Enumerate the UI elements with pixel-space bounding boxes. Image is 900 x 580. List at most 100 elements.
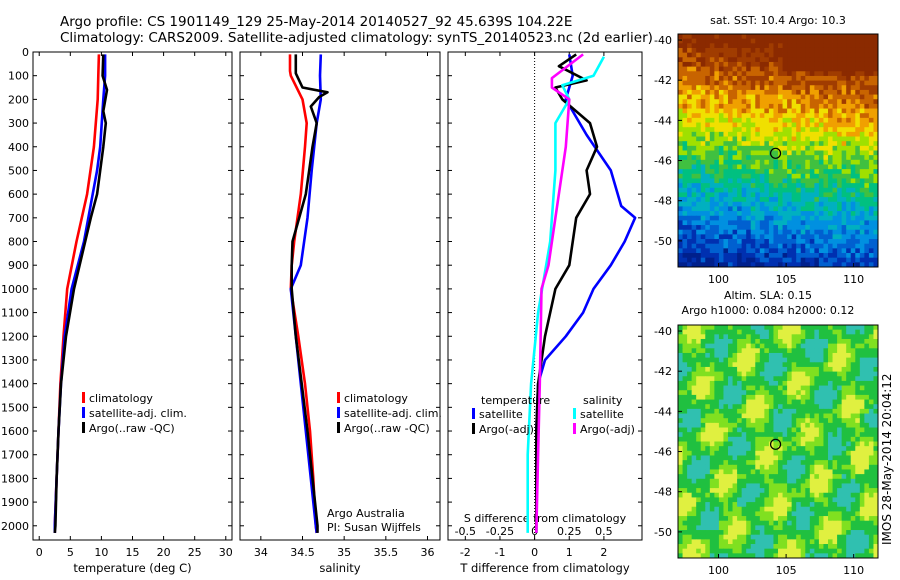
map-cell	[778, 511, 783, 517]
map-cell	[682, 61, 688, 68]
map-cell	[737, 52, 743, 58]
map-cell	[787, 544, 793, 550]
map-cell	[682, 201, 688, 207]
map-cell	[796, 455, 802, 461]
map-cell	[868, 469, 874, 475]
map-cell	[846, 478, 852, 484]
map-cell	[873, 211, 879, 217]
map-cell	[709, 544, 715, 550]
map-cell	[841, 211, 847, 217]
x-tick-label: 15	[126, 546, 140, 559]
map-cell	[778, 413, 783, 419]
map-cell	[818, 376, 824, 382]
map-cell	[850, 257, 856, 263]
map-cell	[741, 483, 747, 489]
map-cell	[837, 427, 843, 433]
map-cell	[737, 38, 743, 44]
map-cell	[787, 71, 793, 77]
map-cell	[759, 206, 765, 212]
map-cell	[832, 548, 838, 554]
map-cell	[755, 47, 761, 54]
map-cell	[682, 52, 688, 58]
map-cell	[746, 47, 752, 54]
map-cell	[764, 136, 770, 142]
map-cell	[678, 173, 683, 179]
map-cell	[782, 399, 788, 405]
map-cell	[782, 497, 788, 503]
map-cell	[691, 450, 697, 456]
map-cell	[846, 334, 852, 340]
map-cell	[864, 404, 870, 410]
map-cell	[796, 117, 802, 123]
map-cell	[850, 399, 856, 405]
map-cell	[705, 159, 711, 165]
map-cell	[700, 66, 706, 72]
map-cell	[764, 187, 770, 193]
map-cell	[737, 441, 743, 447]
map-cell	[805, 469, 811, 475]
map-cell	[859, 183, 865, 189]
map-cell	[823, 71, 829, 77]
map-cell	[796, 441, 802, 447]
map-cell	[850, 71, 856, 77]
map-cell	[700, 117, 706, 123]
map-cell	[859, 173, 865, 179]
map-cell	[700, 94, 706, 100]
map-cell	[782, 201, 788, 207]
map-cell	[809, 478, 815, 484]
map-cell	[732, 548, 738, 554]
map-cell	[841, 75, 847, 81]
map-cell	[764, 399, 770, 405]
map-cell	[737, 34, 743, 40]
map-cell	[682, 215, 688, 221]
map-cell	[728, 85, 733, 91]
map-cell	[682, 422, 688, 428]
map-cell	[796, 169, 802, 175]
map-cell	[814, 52, 820, 58]
map-cell	[837, 455, 843, 461]
map-cell	[791, 136, 797, 142]
map-cell	[705, 80, 711, 86]
map-cell	[859, 455, 865, 461]
map-cell	[682, 85, 688, 91]
map-cell	[709, 362, 715, 368]
map-cell	[809, 516, 815, 522]
map-cell	[864, 530, 870, 536]
map-cell	[782, 113, 788, 119]
map-cell	[759, 441, 765, 447]
map-cell	[755, 159, 761, 165]
map-cell	[868, 131, 874, 137]
map-cell	[841, 192, 847, 198]
map-cell	[764, 103, 770, 109]
map-cell	[828, 404, 833, 410]
map-cell	[805, 329, 811, 335]
map-cell	[859, 239, 865, 245]
map-cell	[868, 492, 874, 498]
map-cell	[759, 220, 765, 226]
map-cell	[791, 159, 797, 165]
map-cell	[809, 548, 815, 554]
map-cell	[787, 99, 793, 105]
map-cell	[828, 94, 833, 100]
map-cell	[828, 89, 833, 95]
x-tick-label: 1	[566, 546, 573, 559]
map-cell	[732, 206, 738, 212]
map-cell	[705, 460, 711, 466]
map-cell	[709, 334, 715, 340]
map-cell	[728, 75, 733, 81]
map-cell	[828, 357, 833, 363]
map-cell	[768, 169, 774, 175]
map-cell	[782, 220, 788, 226]
map-cell	[691, 108, 697, 114]
map-cell	[746, 362, 752, 368]
legend-swatch	[472, 423, 475, 434]
map-cell	[850, 141, 856, 147]
map-cell	[859, 338, 865, 345]
map-cell	[855, 239, 861, 245]
map-cell	[737, 380, 743, 386]
map-cell	[705, 43, 711, 49]
map-cell	[873, 376, 879, 382]
map-cell	[782, 474, 788, 480]
map-cell	[700, 34, 706, 40]
map-cell	[728, 464, 733, 470]
